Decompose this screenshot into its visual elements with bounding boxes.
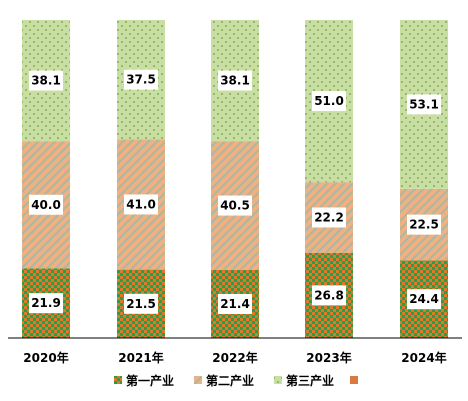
category-label: 2021年 <box>118 350 163 365</box>
value-label-box <box>218 70 252 91</box>
legend-label: 第三产业 <box>286 373 334 388</box>
value-label: 51.0 <box>314 94 344 108</box>
legend-label: 第一产业 <box>126 373 174 388</box>
value-label-box <box>312 207 346 228</box>
legend-swatch <box>274 376 282 384</box>
value-label-box <box>218 293 252 314</box>
legend-label: 第二产业 <box>206 373 254 388</box>
value-label: 22.5 <box>409 218 439 232</box>
value-label: 53.1 <box>409 97 439 111</box>
value-label-box <box>29 70 63 91</box>
value-label-box <box>312 285 346 306</box>
value-label: 21.5 <box>126 297 156 311</box>
value-label-box <box>29 194 63 215</box>
value-label-box <box>29 293 63 314</box>
value-label: 21.4 <box>220 297 250 311</box>
value-label-box <box>124 194 158 215</box>
value-label: 41.0 <box>126 197 156 211</box>
category-label: 2020年 <box>23 350 68 365</box>
value-label: 37.5 <box>126 73 156 87</box>
value-label-box <box>312 91 346 112</box>
value-label-box <box>407 289 441 310</box>
value-label: 22.2 <box>314 210 344 224</box>
category-label: 2022年 <box>212 350 257 365</box>
value-label: 38.1 <box>31 74 61 88</box>
value-label-box <box>124 293 158 314</box>
value-label-box <box>218 195 252 216</box>
category-label: 2024年 <box>401 350 446 365</box>
value-label: 38.1 <box>220 74 250 88</box>
value-label: 40.5 <box>220 199 250 213</box>
value-label: 40.0 <box>31 198 61 212</box>
legend-swatch-extra <box>350 376 358 384</box>
value-label: 24.4 <box>409 292 439 306</box>
value-label-box <box>407 94 441 115</box>
value-label-box <box>124 69 158 90</box>
value-label: 26.8 <box>314 288 344 302</box>
value-label-box <box>407 214 441 235</box>
legend: 第一产业 第二产业 第三产业 <box>114 373 358 388</box>
category-label: 2023年 <box>306 350 351 365</box>
bars-group <box>22 20 448 338</box>
legend-swatch <box>114 376 122 384</box>
legend-swatch <box>194 376 202 384</box>
value-label: 21.9 <box>31 296 61 310</box>
category-labels-group: 2020年 2021年 2022年 2023年 2024年 <box>23 350 446 365</box>
value-labels-group: 21.9 40.0 38.1 21.5 41.0 37.5 21.4 40.5 38.1 26.8… <box>29 69 441 314</box>
